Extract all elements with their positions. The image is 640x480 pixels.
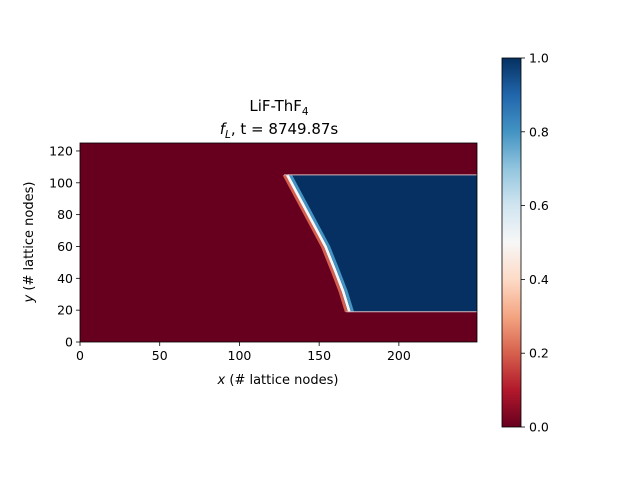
x-tick-label: 100 — [228, 348, 252, 363]
x-axis-label: x (# lattice nodes) — [217, 373, 339, 388]
colorbar-ticks: 0.0 0.2 0.4 0.6 0.8 1.0 — [521, 51, 549, 435]
colorbar-tick-label: 0.8 — [529, 124, 549, 139]
y-tick-label: 80 — [57, 207, 73, 222]
heatmap-interface-mid — [285, 174, 351, 313]
chart-title-line2: fL, t = 8749.87s — [220, 120, 339, 141]
x-tick-label: 50 — [152, 348, 168, 363]
x-tick-label: 200 — [387, 348, 411, 363]
y-tick-label: 60 — [57, 239, 73, 254]
colorbar-tick-label: 0.4 — [529, 272, 549, 287]
y-axis-label: y (# lattice nodes) — [22, 182, 37, 304]
y-tick-label: 40 — [57, 271, 73, 286]
x-axis-ticks: 0 50 100 150 200 — [76, 342, 411, 363]
colorbar-tick-label: 1.0 — [529, 51, 549, 66]
chart-title-line1: LiF-ThF4 — [249, 97, 309, 118]
y-tick-label: 120 — [49, 143, 73, 158]
y-tick-label: 20 — [57, 303, 73, 318]
plot-frame — [79, 142, 478, 343]
y-axis-ticks: 0 20 40 60 80 100 120 — [49, 143, 80, 350]
colorbar-tick-label: 0.2 — [529, 346, 549, 361]
x-tick-label: 0 — [76, 348, 84, 363]
x-tick-label: 150 — [307, 348, 331, 363]
y-tick-label: 0 — [65, 335, 73, 350]
colorbar — [501, 57, 522, 428]
heatmap-interface-outer — [282, 174, 348, 313]
y-tick-label: 100 — [49, 175, 73, 190]
heatmap-liquid-region — [284, 174, 477, 312]
heatmap-field — [80, 143, 477, 342]
colorbar-tick-label: 0.0 — [529, 420, 549, 435]
colorbar-tick-label: 0.6 — [529, 198, 549, 213]
heatmap-interface-inner — [289, 174, 354, 313]
